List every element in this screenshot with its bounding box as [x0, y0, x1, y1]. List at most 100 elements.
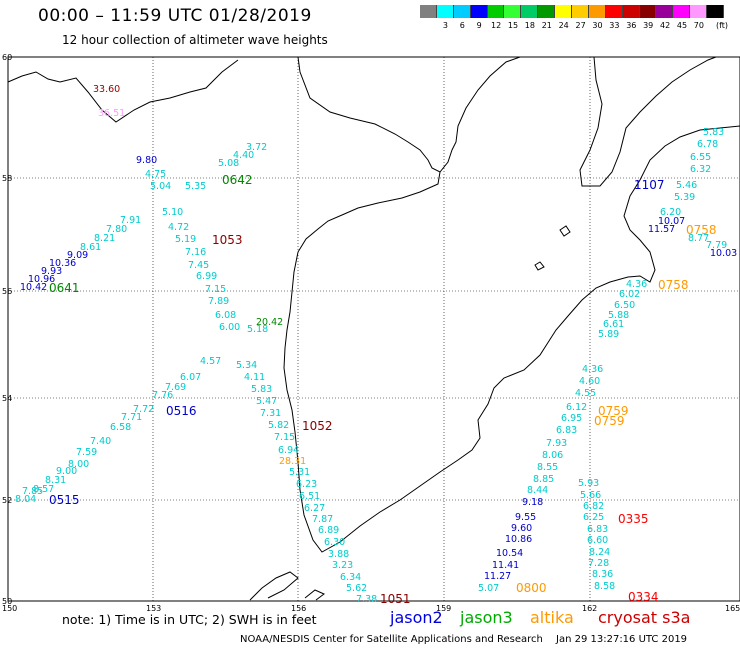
wave-height-value: 11.27 — [484, 571, 511, 582]
lat-label: 58 — [2, 174, 12, 183]
wave-height-value: 8.55 — [537, 462, 558, 473]
wave-height-value: 3.72 — [246, 142, 267, 153]
wave-height-value: 4.11 — [244, 372, 265, 383]
wave-height-value: 5.83 — [251, 384, 272, 395]
wave-height-value: 5.46 — [676, 180, 697, 191]
wave-height-value: 6.61 — [603, 319, 624, 330]
page-title: 00:00 – 11:59 UTC 01/28/2019 — [38, 6, 312, 26]
wave-height-value: 4.55 — [575, 388, 596, 399]
lon-label: 159 — [436, 604, 451, 613]
wave-height-value: 9.09 — [67, 250, 88, 261]
wave-height-value: 7.87 — [312, 514, 333, 525]
legend-label: 21 — [541, 21, 552, 30]
pass-time: 0335 — [618, 512, 649, 526]
pass-time: 0758 — [658, 278, 689, 292]
wave-height-value: 10.86 — [505, 534, 532, 545]
wave-height-value: 9.80 — [136, 155, 157, 166]
wave-height-value: 9.93 — [41, 266, 62, 277]
wave-height-value: 6.55 — [690, 152, 711, 163]
pass-time-labels: 0642 1053 0641 0516 0515 1052 1051 1107 … — [49, 173, 717, 606]
lat-label: 60 — [2, 53, 12, 62]
wave-height-value: 8.06 — [542, 450, 563, 461]
lon-label: 153 — [146, 604, 161, 613]
wave-height-value: 6.99 — [196, 271, 217, 282]
wave-height-value: 5.07 — [478, 583, 499, 594]
legend-label: 15 — [507, 21, 519, 30]
wave-height-value: 4.36 — [626, 279, 647, 290]
wave-height-value: 5.19 — [175, 234, 196, 245]
lon-label: 150 — [2, 604, 17, 613]
wave-height-value: 8.00 — [68, 459, 89, 470]
wave-height-value: 6.83 — [587, 524, 608, 535]
legend-swatch — [588, 5, 606, 18]
wave-height-value: 10.96 — [28, 274, 55, 285]
legend-swatch — [572, 5, 589, 18]
wave-height-value: 6.08 — [215, 310, 236, 321]
wave-height-value: 6.23 — [296, 479, 317, 490]
pass-time: 0515 — [49, 493, 80, 507]
pass-time: 0800 — [516, 581, 547, 595]
wave-height-value: 6.82 — [583, 501, 604, 512]
wave-height-value: 3.88 — [328, 549, 349, 560]
wave-height-value: 5.93 — [578, 478, 599, 489]
wave-height-value: 5.89 — [598, 329, 619, 340]
pass-time: 0516 — [166, 404, 197, 418]
wave-height-value: 8.24 — [589, 547, 610, 558]
credit-line: NOAA/NESDIS Center for Satellite Applica… — [240, 634, 543, 645]
wave-height-value: 5.62 — [346, 583, 367, 594]
wave-height-value: 5.04 — [150, 181, 171, 192]
wave-height-value: 6.83 — [556, 425, 577, 436]
legend-label: 70 — [693, 21, 704, 30]
wave-height-value: 7.76 — [152, 390, 173, 401]
legend-label: 39 — [643, 21, 654, 30]
wave-height-value: 11.41 — [492, 560, 519, 571]
coastline — [7, 56, 740, 601]
wave-height-value: 8.44 — [527, 485, 548, 496]
wave-height-value: 8.36 — [592, 569, 613, 580]
legend-swatch — [673, 5, 691, 18]
wave-height-value: 6.51 — [299, 491, 320, 502]
legend-swatch — [639, 5, 657, 18]
wave-height-value: 7.91 — [120, 215, 141, 226]
lon-label: 162 — [582, 604, 597, 613]
wave-height-value: 6.95 — [561, 413, 582, 424]
wave-height-value: 10.42 — [20, 282, 47, 293]
satellite-key-jason2: jason2 — [390, 608, 443, 627]
legend-swatch — [605, 5, 623, 18]
wave-height-value: 7.15 — [205, 284, 226, 295]
legend-swatch — [504, 5, 522, 18]
wave-height-value: 6.32 — [690, 164, 711, 175]
pass-time: 0642 — [222, 173, 253, 187]
wave-height-value: 6.94 — [278, 445, 299, 456]
wave-height-value: 4.60 — [579, 376, 600, 387]
wave-height-value: 7.85 — [22, 486, 43, 497]
legend-unit: (ft) — [715, 21, 729, 30]
wave-height-value: 5.88 — [608, 310, 629, 321]
pass-time: 1052 — [302, 419, 333, 433]
legend-label: 9 — [476, 21, 482, 30]
color-legend — [420, 5, 725, 18]
wave-height-value: 6.00 — [219, 322, 240, 333]
pass-time: 0759 — [594, 414, 625, 428]
wave-height-value: 7.40 — [90, 436, 111, 447]
wave-height-value: 8.31 — [45, 475, 66, 486]
wave-height-value: 6.60 — [587, 535, 608, 546]
legend-label: 33 — [609, 21, 620, 30]
wave-height-value: 7.16 — [185, 247, 206, 258]
lon-label: 156 — [291, 604, 306, 613]
wave-height-value: 7.71 — [121, 412, 142, 423]
wave-height-value: 8.58 — [594, 581, 615, 592]
wave-height-value: 4.57 — [200, 356, 221, 367]
wave-height-value: 4.36 — [582, 364, 603, 375]
legend-label: 27 — [575, 21, 586, 30]
wave-height-value: 7.38 — [356, 594, 377, 605]
wave-height-value: 7.72 — [133, 404, 154, 415]
legend-label: 18 — [524, 21, 535, 30]
wave-height-value: 5.35 — [185, 181, 206, 192]
wave-height-value: 5.18 — [247, 324, 268, 335]
lat-label: 52 — [2, 496, 12, 505]
wave-height-value: 11.57 — [648, 224, 675, 235]
lat-label: 50 — [2, 597, 12, 606]
wave-height-value: 4.75 — [145, 169, 166, 180]
pass-time: 0334 — [628, 590, 659, 604]
